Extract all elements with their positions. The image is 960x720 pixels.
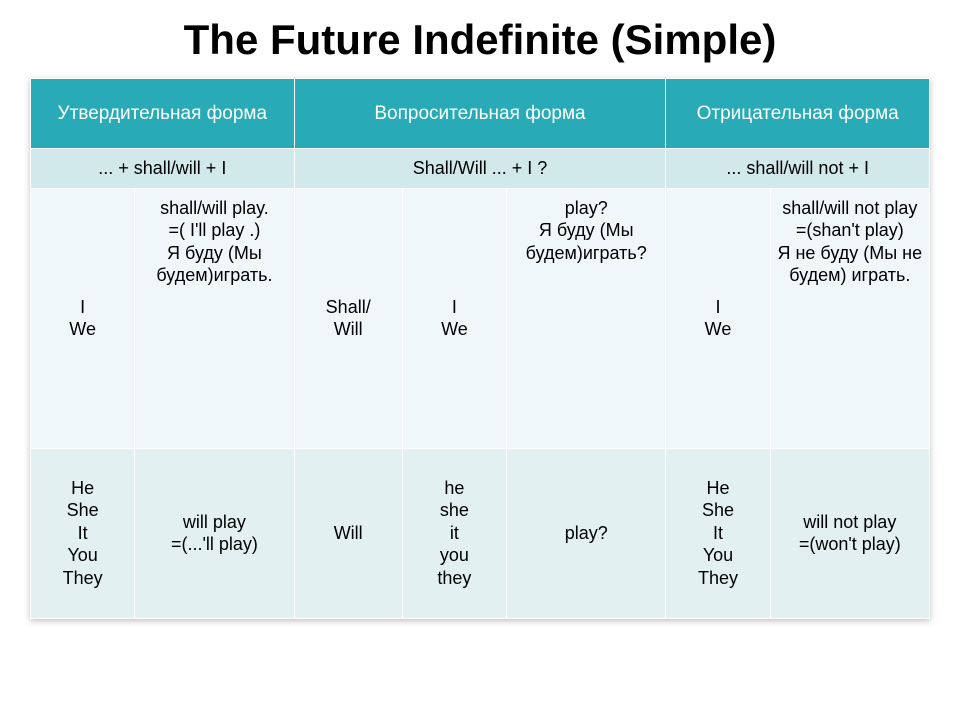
cell-aff-pronouns-1: I We (31, 188, 135, 448)
table-row: I We shall/will play. =( I'll play .) Я … (31, 188, 930, 448)
cell-aff-pronouns-2: He She It You They (31, 448, 135, 618)
formula-negative: ... shall/will not + I (666, 149, 930, 189)
cell-neg-text-2: will not play =(won't play) (770, 448, 929, 618)
col-header-interrogative: Вопросительная форма (294, 79, 666, 149)
formula-affirmative: ... + shall/will + I (31, 149, 295, 189)
cell-int-pronouns-2: he she it you they (402, 448, 506, 618)
cell-aff-text-1: shall/will play. =( I'll play .) Я буду … (135, 188, 294, 448)
cell-aff-text-2: will play =(...'ll play) (135, 448, 294, 618)
cell-int-aux-2: Will (294, 448, 402, 618)
table-formula-row: ... + shall/will + I Shall/Will ... + I … (31, 149, 930, 189)
cell-int-aux-1: Shall/ Will (294, 188, 402, 448)
cell-neg-pronouns-2: He She It You They (666, 448, 770, 618)
table-header-row: Утвердительная форма Вопросительная форм… (31, 79, 930, 149)
cell-neg-text-1: shall/will not play =(shan't play) Я не … (770, 188, 929, 448)
col-header-negative: Отрицательная форма (666, 79, 930, 149)
table-row: He She It You They will play =(...'ll pl… (31, 448, 930, 618)
cell-int-pronouns-1: I We (402, 188, 506, 448)
formula-interrogative: Shall/Will ... + I ? (294, 149, 666, 189)
cell-neg-pronouns-1: I We (666, 188, 770, 448)
page-title: The Future Indefinite (Simple) (30, 16, 930, 64)
cell-int-text-1: play? Я буду (Мы будем)играть? (507, 188, 666, 448)
col-header-affirmative: Утвердительная форма (31, 79, 295, 149)
slide: The Future Indefinite (Simple) Утвердите… (0, 0, 960, 720)
cell-int-text-2: play? (507, 448, 666, 618)
grammar-table: Утвердительная форма Вопросительная форм… (30, 78, 930, 619)
